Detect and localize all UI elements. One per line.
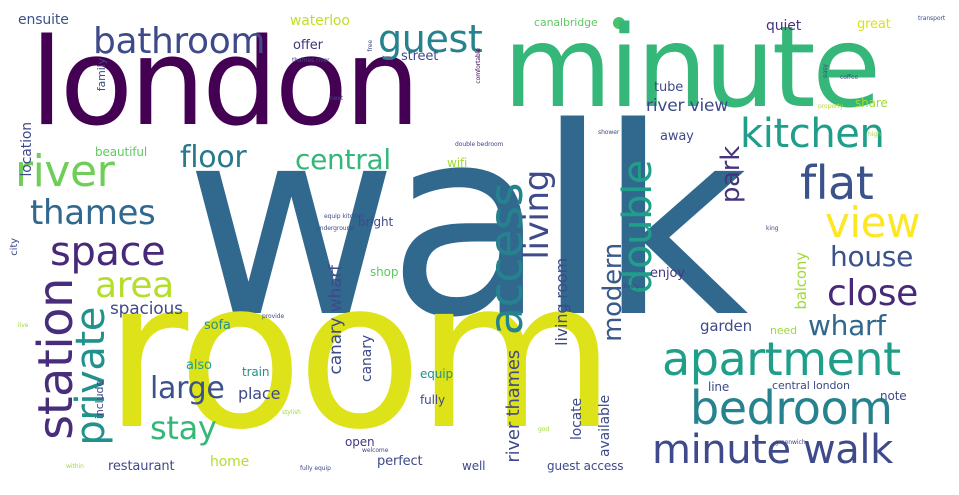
word-live: live (18, 322, 29, 329)
word-room: room (104, 237, 616, 475)
word-bedroom: bedroom (690, 381, 893, 435)
word-also: also (186, 358, 212, 373)
word-city: city (9, 238, 20, 256)
word-beautiful: beautiful (95, 145, 148, 159)
word-shower: shower (598, 129, 620, 136)
word-kitchen: kitchen (740, 111, 885, 157)
word-minute-walk: minute walk (652, 427, 893, 473)
word-thames: thames (30, 193, 156, 233)
word-restaurant: restaurant (108, 459, 175, 474)
word-quiet: quiet (766, 18, 802, 34)
word-equip: equip (420, 367, 453, 381)
word-guest-access: guest access (547, 459, 624, 473)
word-share: share (855, 96, 888, 110)
word-central-london: central london (772, 379, 850, 392)
word-lovely: lovely (622, 283, 640, 290)
word-away: away (660, 129, 694, 144)
word-ensuite: ensuite (18, 12, 69, 28)
word-floor: floor (180, 140, 247, 175)
word-house: house (830, 240, 914, 273)
word-locate: locate (569, 398, 585, 440)
word-fully: fully (420, 393, 445, 407)
word-canary: canary (359, 335, 375, 382)
word-bathroom: bathroom (93, 21, 266, 62)
word-view: view (825, 198, 921, 247)
word-greenwich: greenwich (775, 439, 806, 446)
word-within: within (66, 463, 84, 470)
word-free: free (367, 40, 374, 52)
word-living-room: living room (552, 258, 571, 346)
word-shop: shop (370, 265, 399, 279)
word-note: note (880, 389, 907, 403)
word-waterloo: waterloo (290, 13, 350, 29)
word-great: great (857, 17, 891, 32)
word-include: include (93, 380, 106, 420)
word-location: location (19, 122, 35, 177)
word-high: high (868, 131, 881, 138)
word-bright: bright (358, 215, 394, 229)
word-street: street (401, 49, 439, 64)
word-property: property (818, 103, 844, 110)
word-living: living (517, 170, 557, 260)
word-space: space (50, 229, 166, 275)
word-underground: underground (316, 225, 355, 232)
word-river-view: river view (646, 96, 729, 116)
word-tube: tube (654, 80, 684, 95)
word-park: park (716, 146, 746, 204)
word-river-thames: river thames (503, 350, 524, 463)
word-easy: easy (822, 64, 829, 78)
word-spacious: spacious (110, 299, 183, 319)
word-garden: garden (700, 317, 752, 335)
word-stylish: stylish (282, 409, 301, 416)
word-welcome: welcome (362, 447, 389, 454)
word-stay: stay (150, 409, 217, 447)
word-guest: guest (378, 17, 483, 61)
word-private: private (68, 307, 114, 446)
word-apartment: apartment (662, 332, 901, 386)
word-family: family (95, 58, 108, 92)
word-king: king (766, 225, 779, 232)
word-minute: minute (503, 3, 881, 133)
word-train: train (242, 365, 270, 379)
word-sofa: sofa (204, 318, 231, 333)
word-transport: transport (918, 15, 946, 22)
word-perfect: perfect (377, 454, 423, 469)
word-available: available (597, 395, 613, 457)
word-modern: modern (598, 243, 628, 342)
word-flat: flat (800, 156, 874, 210)
word-line: line (708, 380, 730, 394)
word-god: god (538, 426, 550, 433)
word-wharf: wharf (808, 309, 886, 342)
word-large: large (150, 371, 225, 406)
word-double-bedroom: double bedroom (455, 141, 504, 148)
decorative-dot (613, 17, 625, 29)
word-offer: offer (293, 38, 323, 53)
word-provide: provide (262, 313, 285, 320)
word-home: home (210, 454, 250, 470)
word-next: next (330, 95, 344, 102)
word-london: london (30, 14, 420, 153)
word-coffee: coffee (840, 74, 859, 81)
word-fully-equip: fully equip (300, 465, 331, 472)
word-open: open (345, 435, 375, 449)
word-comfortable: comfortable (475, 48, 482, 84)
word-canalbridge: canalbridge (534, 16, 598, 29)
word-walk: walk (185, 73, 749, 375)
word-central: central (295, 143, 391, 176)
word-need: need (770, 324, 798, 337)
word-thames-river: thames river (292, 57, 330, 64)
word-equip-kitchen: equip kitchen (324, 213, 364, 220)
word-river: river (15, 146, 115, 197)
word-enjoy: enjoy (650, 266, 685, 281)
word-close: close (827, 273, 918, 314)
word-wifi: wifi (447, 156, 468, 170)
word-area: area (95, 265, 174, 306)
word-balcony: balcony (792, 252, 810, 310)
word-place: place (238, 384, 281, 403)
word-canary-wharf: canary wharf (326, 265, 346, 375)
word-well: well (462, 459, 486, 473)
